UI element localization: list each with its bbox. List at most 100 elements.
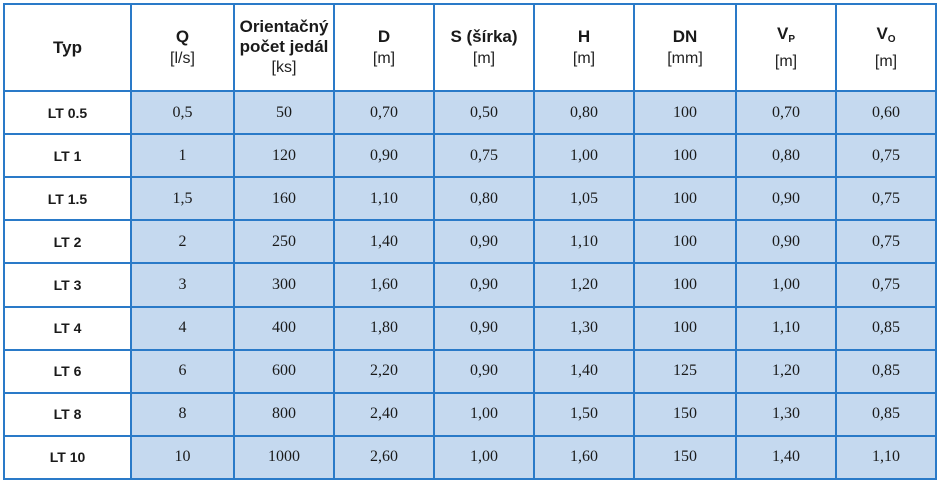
value-cell: 0,75: [835, 262, 937, 308]
value-cell: 1,20: [735, 348, 837, 394]
type-cell: LT 8: [3, 391, 132, 437]
header-vo: VO [m]: [835, 3, 937, 92]
header-title-main: V: [876, 23, 888, 43]
spec-table: Typ Q [l/s] Orientačný počet jedál [ks] …: [3, 3, 937, 481]
value-cell: 0,80: [735, 133, 837, 179]
value-cell: 4: [130, 305, 235, 351]
header-unit: [l/s]: [170, 49, 195, 67]
value-cell: 0,70: [735, 89, 837, 136]
value-cell: 1,00: [433, 391, 535, 437]
header-title: H: [577, 26, 591, 46]
value-cell: 800: [233, 391, 335, 437]
value-cell: 0,85: [835, 305, 937, 351]
value-cell: 3: [130, 262, 235, 308]
table-row: LT 3 3 300 1,60 0,90 1,20 100 1,00 0,75: [3, 262, 937, 308]
value-cell: 0,70: [333, 89, 435, 136]
value-cell: 1,10: [333, 176, 435, 222]
value-cell: 0,80: [533, 89, 635, 136]
table-row: LT 1.5 1,5 160 1,10 0,80 1,05 100 0,90 0,75: [3, 176, 937, 222]
value-cell: 1,00: [533, 133, 635, 179]
header-typ: Typ: [3, 3, 132, 92]
value-cell: 1,30: [533, 305, 635, 351]
value-cell: 0,75: [835, 219, 937, 265]
header-dn: DN [mm]: [633, 3, 737, 92]
header-d: D [m]: [333, 3, 435, 92]
value-cell: 100: [633, 305, 737, 351]
table-row: LT 1 1 120 0,90 0,75 1,00 100 0,80 0,75: [3, 133, 937, 179]
header-title: Typ: [53, 37, 82, 57]
table-row: LT 0.5 0,5 50 0,70 0,50 0,80 100 0,70 0,60: [3, 89, 937, 136]
value-cell: 1,30: [735, 391, 837, 437]
header-title: VP: [737, 23, 835, 51]
value-cell: 1,10: [835, 434, 937, 481]
value-cell: 120: [233, 133, 335, 179]
type-cell: LT 0.5: [3, 89, 132, 136]
value-cell: 50: [233, 89, 335, 136]
value-cell: 300: [233, 262, 335, 308]
value-cell: 400: [233, 305, 335, 351]
value-cell: 0,90: [333, 133, 435, 179]
value-cell: 0,5: [130, 89, 235, 136]
value-cell: 125: [633, 348, 737, 394]
header-title: Orientačný počet jedál: [239, 16, 329, 56]
value-cell: 10: [130, 434, 235, 481]
value-cell: 150: [633, 391, 737, 437]
type-cell: LT 4: [3, 305, 132, 351]
value-cell: 0,90: [735, 219, 837, 265]
type-cell: LT 6: [3, 348, 132, 394]
header-title-sub: P: [788, 33, 795, 45]
type-cell: LT 2: [3, 219, 132, 265]
header-vp: VP [m]: [735, 3, 837, 92]
value-cell: 1,60: [333, 262, 435, 308]
header-title-sub: O: [887, 33, 896, 45]
value-cell: 1,10: [533, 219, 635, 265]
value-cell: 0,75: [433, 133, 535, 179]
header-title: D: [377, 26, 391, 46]
type-cell: LT 10: [3, 434, 132, 481]
value-cell: 2,60: [333, 434, 435, 481]
value-cell: 1,10: [735, 305, 837, 351]
value-cell: 1,50: [533, 391, 635, 437]
value-cell: 0,60: [835, 89, 937, 136]
value-cell: 600: [233, 348, 335, 394]
header-unit: [mm]: [667, 49, 703, 67]
table-row: LT 10 10 1000 2,60 1,00 1,60 150 1,40 1,10: [3, 434, 937, 481]
value-cell: 1000: [233, 434, 335, 481]
header-unit: [m]: [572, 49, 596, 67]
header-pocet-jedal: Orientačný počet jedál [ks]: [233, 3, 335, 92]
value-cell: 2,20: [333, 348, 435, 394]
header-title: S (šírka): [450, 26, 518, 46]
value-cell: 1: [130, 133, 235, 179]
value-cell: 0,90: [735, 176, 837, 222]
value-cell: 1,05: [533, 176, 635, 222]
value-cell: 100: [633, 176, 737, 222]
header-unit: [ks]: [271, 58, 297, 76]
type-cell: LT 1: [3, 133, 132, 179]
value-cell: 1,40: [333, 219, 435, 265]
value-cell: 100: [633, 89, 737, 136]
value-cell: 0,85: [835, 348, 937, 394]
header-title: VO: [837, 23, 935, 51]
value-cell: 0,90: [433, 305, 535, 351]
value-cell: 1,00: [433, 434, 535, 481]
header-title-main: V: [776, 23, 789, 43]
table-header-row: Typ Q [l/s] Orientačný počet jedál [ks] …: [3, 3, 937, 92]
value-cell: 160: [233, 176, 335, 222]
value-cell: 1,80: [333, 305, 435, 351]
header-sirka: S (šírka) [m]: [433, 3, 535, 92]
header-unit: [m]: [874, 52, 898, 70]
value-cell: 6: [130, 348, 235, 394]
header-q: Q [l/s]: [130, 3, 235, 92]
table-row: LT 4 4 400 1,80 0,90 1,30 100 1,10 0,85: [3, 305, 937, 351]
value-cell: 1,00: [735, 262, 837, 308]
value-cell: 0,90: [433, 262, 535, 308]
value-cell: 100: [633, 219, 737, 265]
value-cell: 0,80: [433, 176, 535, 222]
value-cell: 0,90: [433, 219, 535, 265]
value-cell: 0,75: [835, 133, 937, 179]
value-cell: 150: [633, 434, 737, 481]
type-cell: LT 3: [3, 262, 132, 308]
table-row: LT 6 6 600 2,20 0,90 1,40 125 1,20 0,85: [3, 348, 937, 394]
